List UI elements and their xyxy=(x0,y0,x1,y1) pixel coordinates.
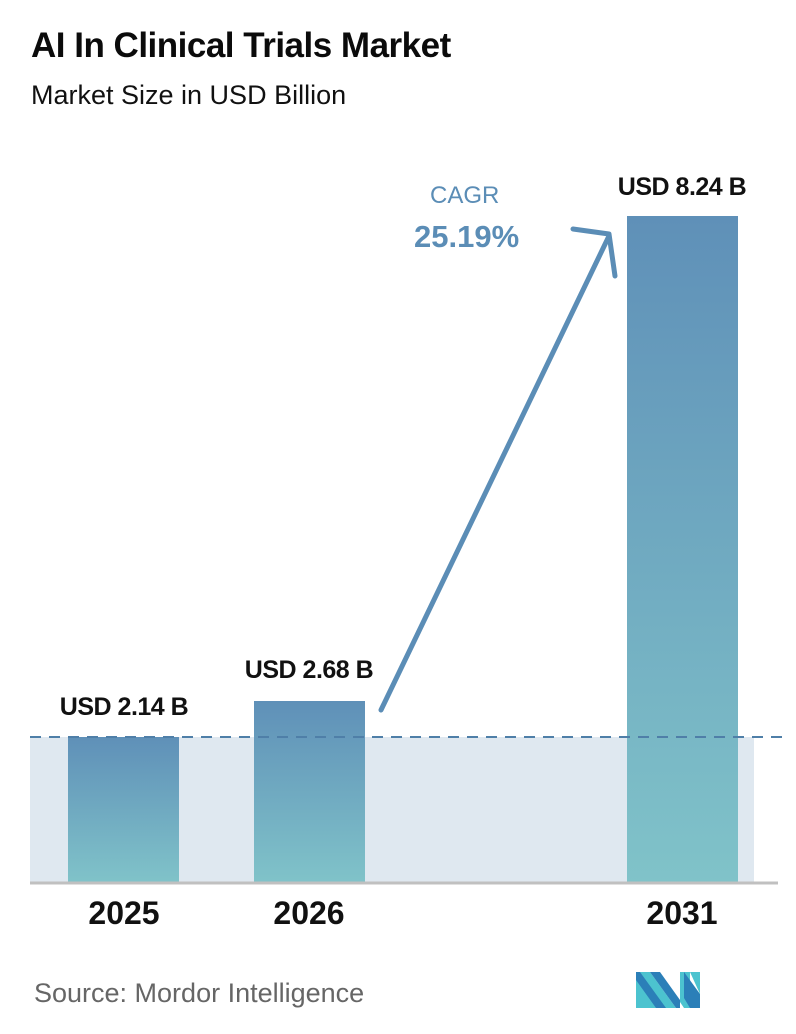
x-tick-2026: 2026 xyxy=(273,895,345,931)
cagr-label: CAGR xyxy=(430,182,500,209)
source-text: Source: Mordor Intelligence xyxy=(34,978,365,1008)
x-tick-2031: 2031 xyxy=(646,895,718,931)
bar-2025 xyxy=(68,737,179,883)
bar-2031 xyxy=(627,216,738,883)
bar-2026 xyxy=(254,701,365,883)
bar-value-label-2025: USD 2.14 B xyxy=(59,693,189,721)
mordor-intelligence-logo-icon xyxy=(636,972,700,1008)
cagr-value: 25.19% xyxy=(414,219,520,254)
bar-value-label-2031: USD 8.24 B xyxy=(617,173,747,201)
chart-subtitle: Market Size in USD Billion xyxy=(31,80,347,110)
x-tick-2025: 2025 xyxy=(88,895,160,931)
chart-title: AI In Clinical Trials Market xyxy=(31,26,451,65)
cagr-arrow-icon xyxy=(378,226,618,713)
bar-value-label-2026: USD 2.68 B xyxy=(244,656,374,684)
